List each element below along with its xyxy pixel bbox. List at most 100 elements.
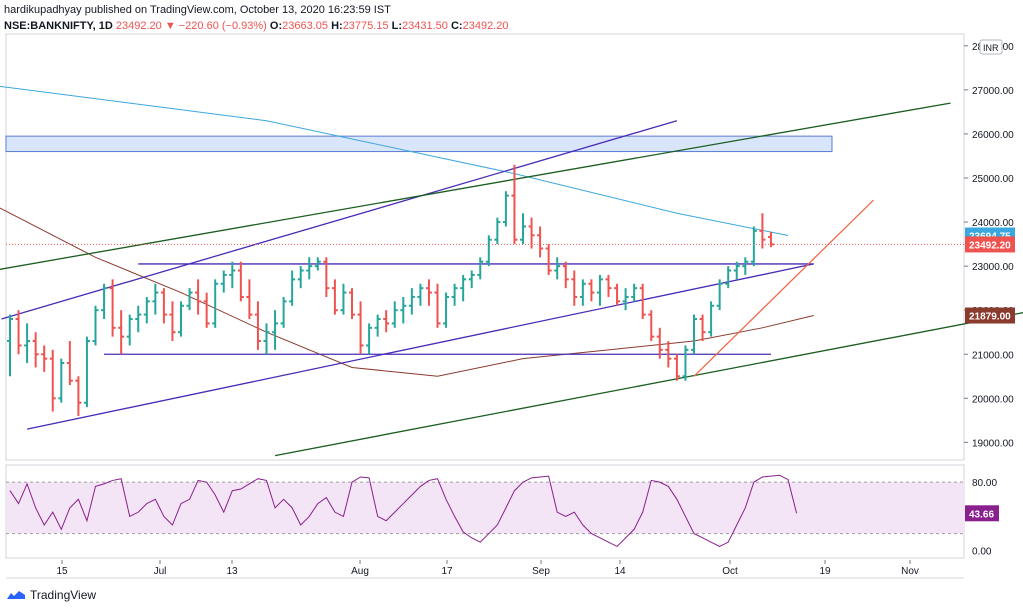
ohlc-bar xyxy=(126,314,133,346)
rsi-tick-label: 0.00 xyxy=(972,547,992,558)
ohlc-bar xyxy=(195,279,202,315)
x-tick-label: Oct xyxy=(722,566,738,577)
y-tick-label: 23000.00 xyxy=(972,262,1014,273)
price-label-badge xyxy=(965,236,1015,253)
ohlc-bar xyxy=(451,283,458,306)
ohlc-bar xyxy=(32,332,39,368)
rsi-value-badge xyxy=(965,505,999,522)
ohlc-bar xyxy=(485,235,492,267)
ohlc-bar xyxy=(571,270,578,306)
rsi-line xyxy=(9,474,798,548)
ohlc-bar xyxy=(263,323,270,355)
ohlc-bar xyxy=(691,314,697,355)
trendline-green-lower xyxy=(274,312,1023,457)
ohlc-bar xyxy=(708,301,715,337)
tradingview-logo-icon xyxy=(7,591,25,599)
y-tick-label: 21000.00 xyxy=(972,350,1014,361)
x-tick-label: Nov xyxy=(901,566,919,577)
ohlc-bar xyxy=(314,257,321,271)
x-tick-label: Jul xyxy=(154,566,167,577)
x-tick-label: 14 xyxy=(614,566,626,577)
trendline-purple-lower xyxy=(26,263,814,430)
symbol-row: NSE:BANKNIFTY, 1D 23492.20 ▼ −220.60 (−0… xyxy=(4,18,508,34)
chart-header: hardikupadhyay published on TradingView.… xyxy=(4,2,508,34)
ma-brown-line xyxy=(0,207,814,377)
close-value: 23492.20 xyxy=(462,20,509,32)
ohlc-bar xyxy=(41,345,48,372)
ohlc-bar xyxy=(605,274,612,297)
ohlc-bar xyxy=(460,274,467,302)
ohlc-bar xyxy=(366,323,373,355)
resistance-zone xyxy=(5,135,833,153)
ohlc-bar xyxy=(246,279,253,319)
x-tick-label: Aug xyxy=(351,566,369,577)
x-tick-label: 13 xyxy=(226,566,238,577)
y-tick-label: 19000.00 xyxy=(972,438,1014,449)
ohlc-bar xyxy=(443,292,450,328)
ohlc-bar xyxy=(383,310,390,333)
price-label-badge xyxy=(965,307,1015,324)
ohlc-bar xyxy=(186,288,193,311)
ohlc-bar xyxy=(280,296,287,328)
last-price: 23492.20 xyxy=(115,20,162,32)
x-tick-label: 19 xyxy=(819,566,831,577)
ohlc-bar xyxy=(631,283,638,302)
ohlc-bar xyxy=(212,279,219,328)
high-value: 23775.15 xyxy=(342,20,389,32)
ohlc-bar xyxy=(152,283,159,315)
y-tick-label: 26000.00 xyxy=(972,130,1014,141)
ohlc-bar xyxy=(135,305,142,333)
ohlc-bar xyxy=(220,270,227,293)
close-label: C: xyxy=(450,20,463,32)
ohlc-bar xyxy=(614,283,621,306)
ohlc-bar xyxy=(92,305,99,346)
ohlc-bar xyxy=(434,283,441,328)
ohlc-bar xyxy=(468,270,475,289)
ohlc-bar xyxy=(349,288,355,319)
brand-label: TradingView xyxy=(30,588,97,602)
ohlc-bar xyxy=(656,327,663,359)
y-tick-label: 27000.00 xyxy=(972,86,1014,97)
ohlc-bar xyxy=(24,323,31,364)
ohlc-bar xyxy=(502,191,509,227)
ohlc-bar xyxy=(306,257,313,280)
ohlc-bar xyxy=(7,314,13,377)
low-label: L: xyxy=(391,20,403,32)
open-label: O: xyxy=(269,20,283,32)
ohlc-bar xyxy=(716,279,723,311)
trendline-green-upper xyxy=(0,102,951,270)
ohlc-bar xyxy=(289,270,296,306)
ohlc-bar xyxy=(83,336,90,408)
ohlc-bar xyxy=(622,288,629,311)
ohlc-bar xyxy=(665,341,672,368)
ohlc-bar xyxy=(400,296,407,324)
ohlc-bar xyxy=(160,288,167,324)
ohlc-bar xyxy=(408,288,415,315)
ohlc-bar xyxy=(699,314,706,342)
ohlc-bar xyxy=(596,274,603,306)
ohlc-bar xyxy=(562,261,569,289)
ohlc-bar xyxy=(520,213,526,245)
ohlc-bar xyxy=(75,376,82,416)
ohlc-bar xyxy=(588,279,595,302)
footer: TradingView xyxy=(6,588,96,602)
publisher-line: hardikupadhyay published on TradingView.… xyxy=(4,4,391,16)
ohlc-bar xyxy=(767,231,774,248)
y-tick-label: 24000.00 xyxy=(972,218,1014,229)
ohlc-bar xyxy=(229,261,236,289)
ohlc-bar xyxy=(545,244,552,275)
ohlc-bar xyxy=(49,349,56,412)
ohlc-bar xyxy=(297,266,304,289)
ohlc-bar xyxy=(254,301,261,350)
ohlc-bar xyxy=(66,341,73,386)
ohlc-bar xyxy=(511,164,518,245)
ohlc-bar xyxy=(323,257,330,297)
low-value: 23431.50 xyxy=(402,20,448,32)
price-pane xyxy=(5,33,965,461)
ohlc-bar xyxy=(494,217,501,245)
ohlc-bar xyxy=(203,292,210,328)
high-label: H: xyxy=(331,20,343,32)
trendline-purple-upper xyxy=(1,120,678,320)
ohlc-bar xyxy=(331,279,338,315)
